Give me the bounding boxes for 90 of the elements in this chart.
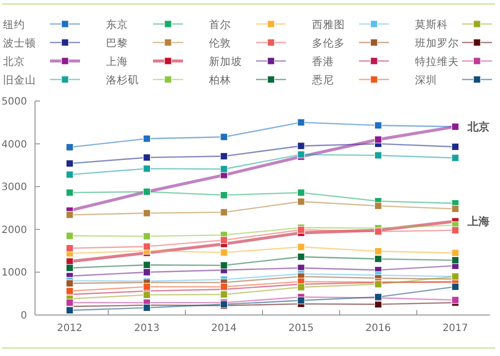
point <box>143 154 151 162</box>
point <box>220 191 228 199</box>
legend-label: 巴黎 <box>106 38 128 50</box>
point <box>451 296 460 304</box>
legend-label: 伦敦 <box>209 36 231 50</box>
point <box>220 152 228 160</box>
legend-label: 班加罗尔 <box>415 36 459 50</box>
point <box>143 134 151 142</box>
point <box>143 261 151 269</box>
point <box>297 296 305 304</box>
point <box>220 282 228 291</box>
legend-label: 首尔 <box>209 19 231 31</box>
point <box>374 202 382 210</box>
legend-label: 波士顿 <box>3 36 36 50</box>
y-tick-label: 5000 <box>2 96 27 108</box>
point <box>143 282 151 291</box>
point <box>297 283 305 291</box>
legend-label: 东京 <box>106 18 128 31</box>
point <box>297 188 305 196</box>
annotation: 上海 <box>466 215 490 228</box>
point <box>220 290 228 298</box>
legend-label: 特拉维夫 <box>415 55 459 68</box>
point <box>66 280 74 288</box>
point <box>66 211 74 219</box>
x-tick-label: 2014 <box>211 323 237 334</box>
point <box>66 287 74 295</box>
point <box>220 262 228 270</box>
point <box>220 165 228 173</box>
point <box>374 122 382 130</box>
y-tick-label: 0 <box>20 310 27 322</box>
point <box>66 170 74 178</box>
point <box>143 242 151 250</box>
legend-label: 纽约 <box>3 19 25 31</box>
point <box>66 188 74 196</box>
point <box>451 226 460 234</box>
point <box>297 226 305 234</box>
point <box>374 255 382 263</box>
point <box>220 133 228 141</box>
y-tick-label: 1000 <box>2 268 27 279</box>
point <box>297 118 305 126</box>
annotation: 北京 <box>466 120 490 134</box>
x-tick-label: 2012 <box>56 323 82 334</box>
legend-label: 上海 <box>106 55 128 68</box>
y-tick-label: 3000 <box>2 182 27 194</box>
point <box>374 247 382 256</box>
point <box>451 205 460 213</box>
point <box>143 304 151 312</box>
point <box>451 249 460 257</box>
point <box>143 291 151 299</box>
point <box>297 243 305 251</box>
legend-label: 莫斯科 <box>415 18 448 31</box>
x-tick-label: 2015 <box>288 323 314 334</box>
point <box>143 232 151 240</box>
legend-label: 多伦多 <box>312 38 345 50</box>
legend-label: 洛杉矶 <box>106 74 139 86</box>
point <box>374 136 382 144</box>
point <box>66 160 74 168</box>
y-tick-label: 2000 <box>2 224 27 236</box>
point <box>66 306 74 314</box>
legend-label: 西雅图 <box>312 19 345 31</box>
x-tick-label: 2016 <box>365 323 391 334</box>
point <box>451 142 460 151</box>
point <box>220 248 228 256</box>
legend-label: 北京 <box>3 55 25 68</box>
x-tick-label: 2017 <box>442 323 468 334</box>
point <box>297 252 305 261</box>
legend-label: 香港 <box>312 55 334 68</box>
point <box>66 143 74 152</box>
point <box>451 282 460 291</box>
point <box>143 268 151 276</box>
point <box>66 264 74 272</box>
point <box>451 256 460 264</box>
point <box>297 198 305 206</box>
legend-label: 深圳 <box>415 74 437 86</box>
legend-label: 悉尼 <box>311 74 334 86</box>
legend-label: 柏林 <box>208 74 231 86</box>
point <box>66 232 74 240</box>
legend-label: 新加坡 <box>209 55 242 68</box>
legend-label: 旧金山 <box>3 74 36 86</box>
point <box>451 154 460 162</box>
y-tick-label: 4000 <box>2 139 27 150</box>
point <box>374 152 382 160</box>
point <box>143 164 151 172</box>
x-tick-label: 2013 <box>134 323 160 334</box>
point <box>66 244 74 252</box>
point <box>143 209 151 217</box>
point <box>66 298 74 306</box>
point <box>220 236 228 244</box>
point <box>297 142 305 150</box>
point <box>220 208 228 216</box>
